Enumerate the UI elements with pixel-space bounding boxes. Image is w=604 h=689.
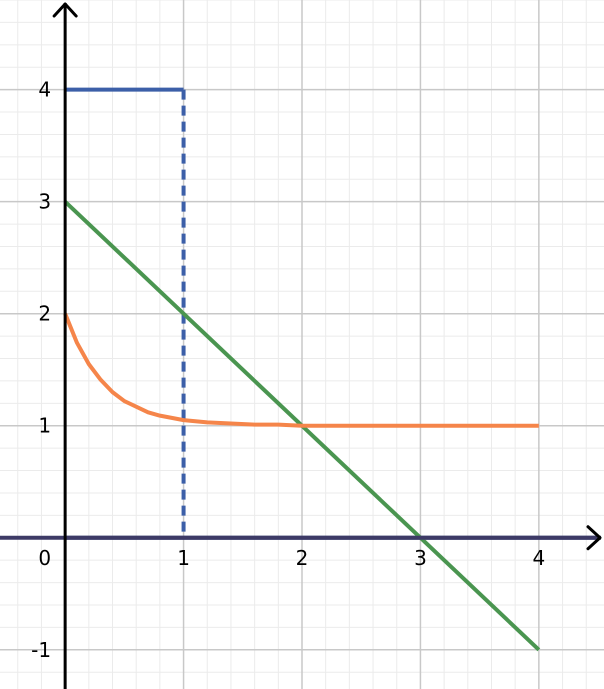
x-tick-label: 1 xyxy=(177,546,190,570)
x-tick-label: 0 xyxy=(38,546,51,570)
y-axis-arrow xyxy=(52,2,78,18)
series-layer xyxy=(63,87,599,652)
x-axis-arrow xyxy=(586,525,602,551)
y-tick-label: -1 xyxy=(31,638,51,662)
y-tick-label: 4 xyxy=(38,78,51,102)
y-tick-label: 2 xyxy=(38,302,51,326)
x-tick-label: 3 xyxy=(414,546,427,570)
x-tick-label: 4 xyxy=(532,546,545,570)
y-tick-label: 1 xyxy=(38,414,51,438)
x-tick-label: 2 xyxy=(296,546,309,570)
tick-labels: 0 1 2 3 4 -1 1 2 3 4 xyxy=(31,78,545,662)
y-tick-label: 3 xyxy=(38,190,51,214)
series-line-4 xyxy=(63,312,539,428)
